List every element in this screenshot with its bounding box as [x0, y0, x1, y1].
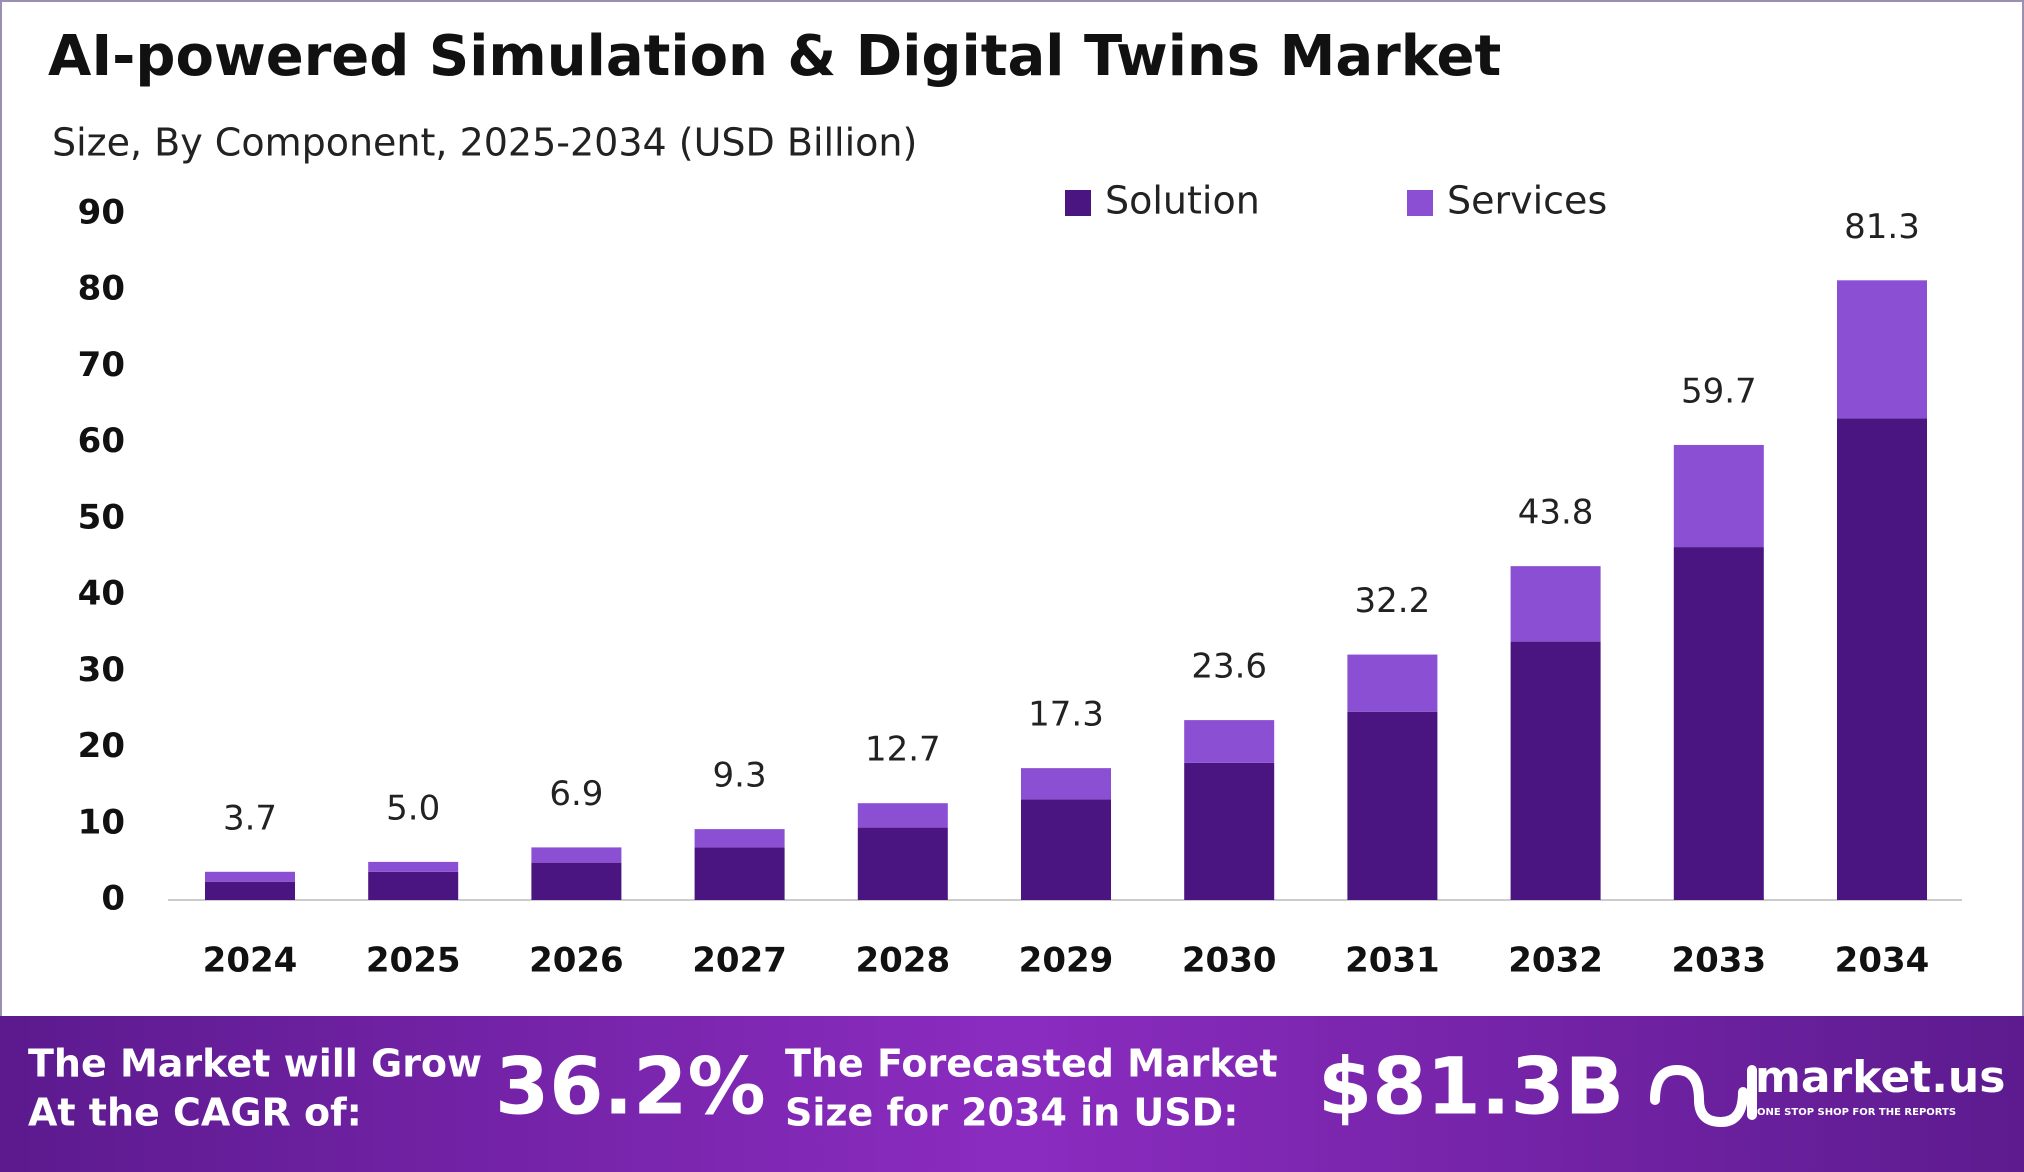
y-tick-label: 0 — [101, 879, 125, 919]
forecast-text: The Forecasted Market — [785, 1042, 1278, 1086]
y-tick-label: 10 — [78, 802, 125, 842]
x-tick-label: 2027 — [692, 941, 787, 981]
bar-segment — [1021, 768, 1111, 800]
x-tick-label: 2034 — [1835, 941, 1930, 981]
legend-swatch — [1065, 190, 1091, 216]
total-label: 3.7 — [223, 798, 277, 838]
x-tick-label: 2032 — [1508, 941, 1603, 981]
total-label: 9.3 — [713, 756, 767, 796]
y-tick-label: 60 — [78, 421, 125, 461]
x-tick-label: 2026 — [529, 941, 624, 981]
x-tick-label: 2033 — [1671, 941, 1766, 981]
bar-segment — [694, 829, 785, 848]
total-label: 59.7 — [1681, 371, 1757, 411]
bar-segment — [1673, 547, 1764, 900]
total-label: 43.8 — [1518, 493, 1594, 533]
total-label: 32.2 — [1355, 581, 1431, 621]
y-tick-label: 50 — [78, 497, 125, 537]
brand-logo — [1650, 1064, 1757, 1128]
bar-segment — [531, 862, 622, 900]
y-tick-label: 80 — [78, 269, 125, 309]
bar-segment — [1184, 762, 1275, 900]
bar-segment — [205, 881, 295, 900]
x-tick-label: 2030 — [1182, 941, 1277, 981]
total-label: 5.0 — [386, 788, 440, 828]
bar-segment — [1510, 641, 1601, 900]
bar-segment — [531, 847, 622, 863]
bar-segment — [857, 827, 948, 900]
cagr-text: At the CAGR of: — [28, 1091, 362, 1135]
x-tick-label: 2024 — [203, 941, 298, 981]
forecast-text: Size for 2034 in USD: — [785, 1091, 1238, 1135]
x-tick-label: 2031 — [1345, 941, 1440, 981]
bar-segment — [1837, 280, 1927, 419]
bar-segment — [368, 861, 459, 872]
y-tick-label: 20 — [78, 726, 125, 766]
legend-label: Solution — [1105, 179, 1260, 223]
legend-label: Services — [1447, 179, 1607, 223]
bar-segment — [1510, 566, 1601, 642]
y-tick-label: 40 — [78, 574, 125, 614]
bar-segment — [205, 871, 295, 882]
bar-segment — [1347, 654, 1438, 712]
total-label: 12.7 — [865, 730, 941, 770]
forecast-value: $81.3B — [1318, 1042, 1624, 1132]
total-label: 23.6 — [1191, 647, 1267, 687]
y-tick-label: 90 — [78, 193, 125, 233]
cagr-text: The Market will Grow — [28, 1042, 482, 1086]
chart-title: AI-powered Simulation & Digital Twins Ma… — [48, 24, 1501, 89]
brand-name: market.us — [1755, 1052, 2005, 1103]
x-tick-label: 2029 — [1019, 941, 1114, 981]
total-label: 6.9 — [549, 774, 603, 814]
total-label: 81.3 — [1844, 207, 1920, 247]
bar-segment — [368, 871, 459, 900]
brand-tagline: ONE STOP SHOP FOR THE REPORTS — [1757, 1107, 1956, 1118]
chart-subtitle: Size, By Component, 2025-2034 (USD Billi… — [52, 121, 917, 165]
y-tick-label: 70 — [78, 345, 125, 385]
bar-segment — [857, 803, 948, 828]
bar-segment — [1837, 418, 1927, 900]
footer-band — [0, 1016, 2024, 1172]
y-tick-label: 30 — [78, 650, 125, 690]
bar-segment — [694, 847, 785, 900]
total-label: 17.3 — [1028, 695, 1104, 735]
bar-segment — [1184, 720, 1275, 763]
bar-segment — [1021, 799, 1111, 900]
cagr-value: 36.2% — [495, 1042, 766, 1132]
legend-swatch — [1407, 190, 1433, 216]
bar-segment — [1673, 444, 1764, 548]
bar-segment — [1347, 711, 1438, 900]
x-tick-label: 2028 — [855, 941, 950, 981]
x-tick-label: 2025 — [366, 941, 461, 981]
